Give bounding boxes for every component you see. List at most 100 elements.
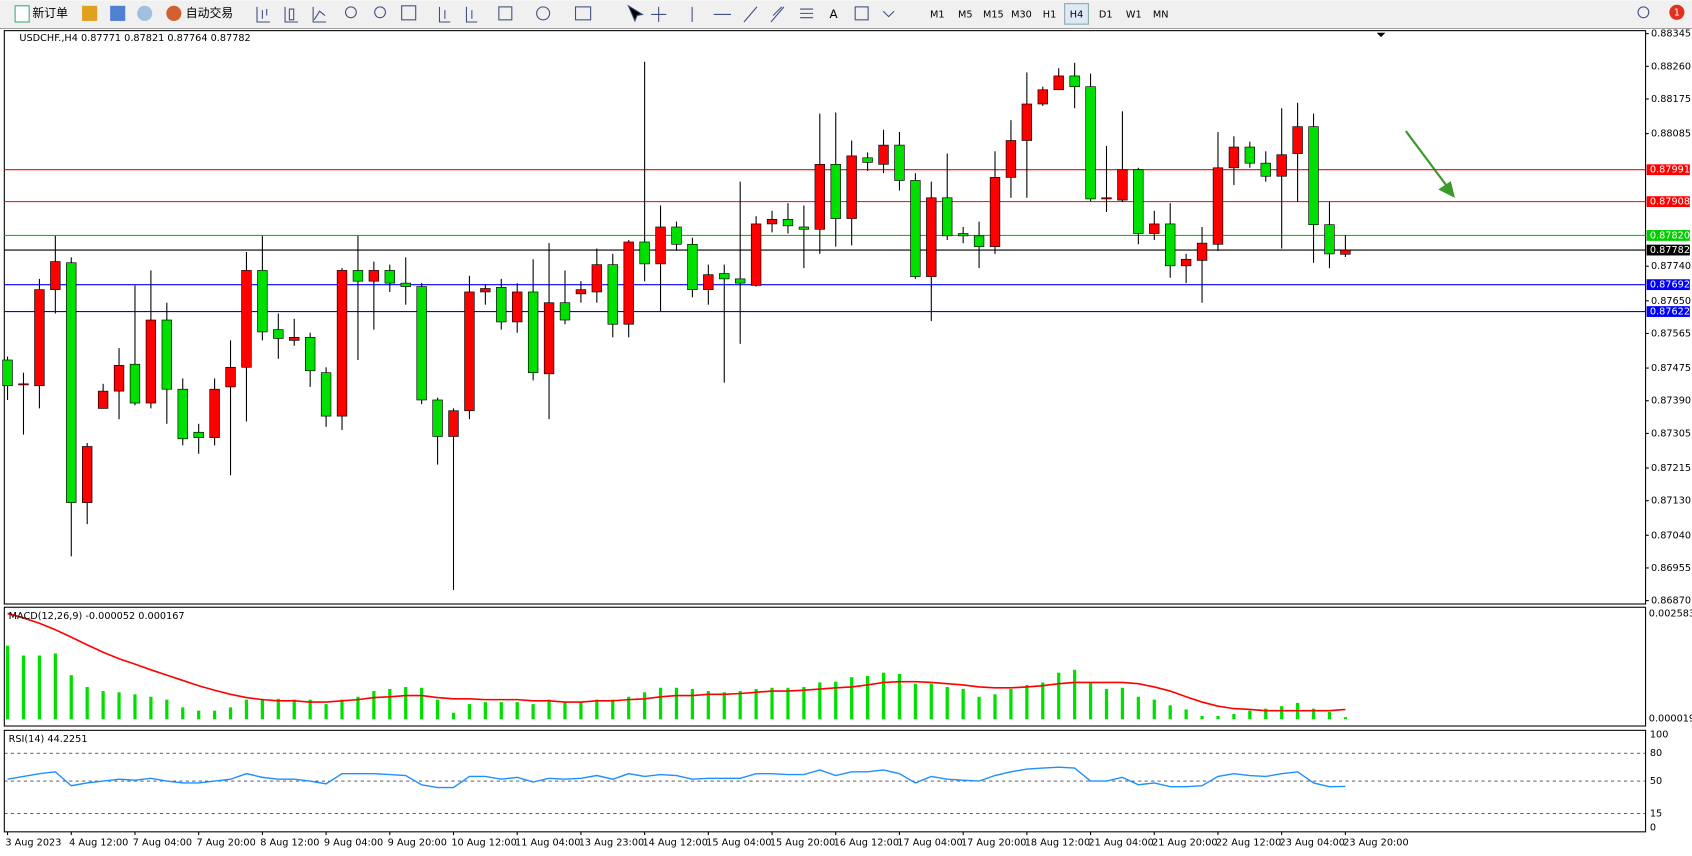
level-tag xyxy=(1646,306,1690,317)
candle-body xyxy=(607,264,618,325)
candle-body xyxy=(1117,169,1128,201)
x-tick-label: 23 Aug 20:00 xyxy=(1343,838,1408,849)
candle-body xyxy=(527,291,539,373)
icon[interactable] xyxy=(770,6,785,23)
x-tick-label: 16 Aug 12:00 xyxy=(834,838,899,849)
level-tag xyxy=(1646,244,1690,256)
x-tick-label: 15 Aug 20:00 xyxy=(770,838,835,849)
x-tick-label: 9 Aug 20:00 xyxy=(388,838,447,849)
candle-body xyxy=(1069,75,1080,88)
y-tick-label: 0.87650 xyxy=(1651,296,1691,307)
x-tick-label: 7 Aug 04:00 xyxy=(133,838,192,849)
timeframe-button[interactable]: M30 xyxy=(1011,9,1032,20)
icon[interactable] xyxy=(312,6,327,23)
histogram-bar xyxy=(1104,689,1109,720)
icon[interactable] xyxy=(854,6,869,21)
icon[interactable] xyxy=(651,6,667,23)
candle-body xyxy=(655,226,666,265)
timeframe-button[interactable]: D1 xyxy=(1099,9,1113,20)
notification-badge[interactable] xyxy=(1669,4,1685,20)
candle-body xyxy=(942,197,953,237)
candle-body xyxy=(671,226,682,245)
icon[interactable] xyxy=(800,8,814,19)
button-label: 新订单 xyxy=(32,6,68,20)
candle-body xyxy=(416,286,427,401)
candle-body xyxy=(97,390,109,409)
timeframe-button[interactable]: M1 xyxy=(930,9,945,20)
icon[interactable] xyxy=(284,6,299,23)
candle-body xyxy=(336,270,348,417)
candle-body xyxy=(1340,249,1351,255)
y-tick-label: 0 xyxy=(1650,823,1656,834)
y-tick-label: 0.87565 xyxy=(1651,328,1691,339)
icon[interactable] xyxy=(574,6,592,21)
candle-body xyxy=(1085,86,1096,200)
candle-body xyxy=(161,319,173,390)
macd-pane xyxy=(3,606,1647,727)
candle-body xyxy=(1260,162,1271,177)
histogram-bar xyxy=(388,689,392,720)
icon[interactable] xyxy=(1637,6,1650,19)
y-tick-label: 0.86870 xyxy=(1651,596,1691,607)
histogram-bar xyxy=(101,691,105,720)
timeframe-button[interactable]: H1 xyxy=(1043,9,1056,20)
candle-body xyxy=(432,399,443,437)
icon xyxy=(14,5,30,23)
level-label: 0.87991 xyxy=(1650,165,1690,176)
icon[interactable] xyxy=(498,6,513,21)
candle-body xyxy=(543,302,555,375)
notification-count: 1 xyxy=(1674,7,1680,18)
histogram-bar xyxy=(244,699,249,720)
icon[interactable] xyxy=(743,6,758,23)
icon[interactable] xyxy=(374,6,387,19)
candle-body xyxy=(368,270,380,282)
histogram-bar xyxy=(834,681,838,720)
histogram-bar xyxy=(420,687,424,720)
icon[interactable] xyxy=(438,6,451,23)
shift-marker xyxy=(1376,32,1386,38)
auto-trading-button[interactable]: 自动交易 xyxy=(166,5,233,21)
timeframe-button[interactable]: H4 xyxy=(1070,9,1083,20)
candle-body xyxy=(289,336,300,341)
icon[interactable] xyxy=(627,4,644,23)
text-tool[interactable]: A xyxy=(830,7,839,21)
histogram-bar xyxy=(897,673,902,720)
y-tick-label: 100 xyxy=(1650,730,1669,741)
candle-body xyxy=(448,410,459,437)
icon[interactable] xyxy=(401,5,417,21)
candle-body xyxy=(862,157,873,163)
icon[interactable] xyxy=(137,5,153,21)
icon[interactable] xyxy=(82,5,98,21)
icon[interactable] xyxy=(110,5,126,21)
histogram-bar xyxy=(706,691,710,720)
icon[interactable] xyxy=(465,6,478,23)
histogram-bar xyxy=(467,704,472,720)
histogram-bar xyxy=(738,691,742,720)
histogram-bar xyxy=(754,689,758,720)
candle-body xyxy=(559,302,571,321)
icon[interactable] xyxy=(344,6,357,19)
timeframes: M1 M5 M15 M30 H1 H4 D1 W1 MN xyxy=(930,3,1169,25)
histogram-bar xyxy=(627,696,631,720)
histogram-bar xyxy=(881,672,886,720)
histogram-bar xyxy=(37,655,42,720)
timeframe-button[interactable]: M15 xyxy=(983,9,1004,20)
candle-body xyxy=(1292,126,1303,154)
icon[interactable] xyxy=(536,6,551,21)
candle-body xyxy=(989,177,1001,247)
new-order-button[interactable]: 新订单 xyxy=(14,5,68,23)
histogram-bar xyxy=(228,707,233,720)
timeframe-button[interactable]: W1 xyxy=(1126,9,1142,20)
histogram-bar xyxy=(865,675,870,720)
icon[interactable] xyxy=(882,10,895,18)
timeframe-button[interactable]: M5 xyxy=(958,9,973,20)
x-tick-label: 18 Aug 12:00 xyxy=(1025,838,1090,849)
histogram-bar xyxy=(5,645,10,720)
timeframe-button[interactable]: MN xyxy=(1153,9,1169,20)
histogram-bar xyxy=(961,689,965,720)
chart-title: USDCHF.,H4 0.87771 0.87821 0.87764 0.877… xyxy=(19,33,250,44)
histogram-bar xyxy=(1168,705,1172,720)
x-tick-label: 10 Aug 12:00 xyxy=(451,838,516,849)
histogram-bar xyxy=(1343,717,1348,720)
icon[interactable] xyxy=(256,6,270,23)
